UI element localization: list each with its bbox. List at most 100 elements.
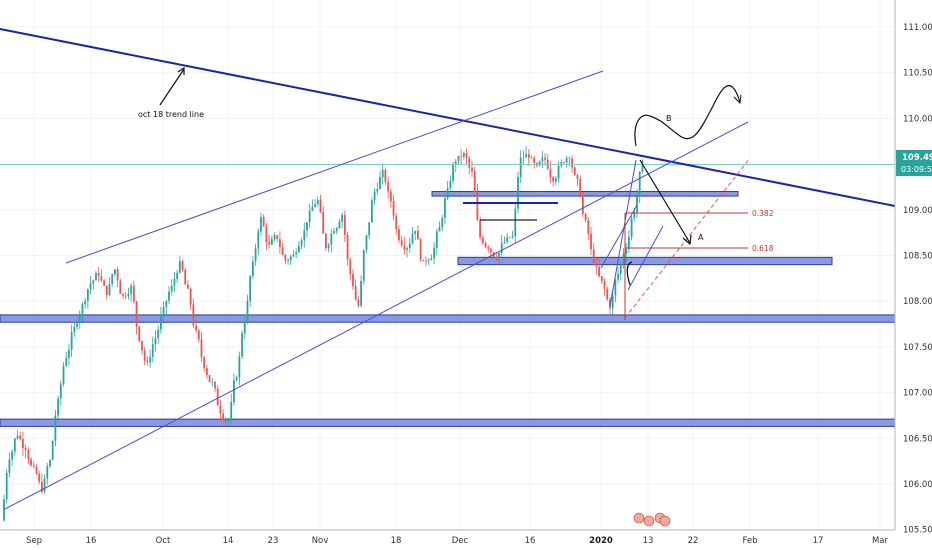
y-tick-label: 110.500 [903, 69, 932, 79]
candle-body [333, 231, 335, 234]
candle-body [446, 188, 449, 199]
candle-body [249, 276, 252, 301]
candle-body [362, 250, 365, 281]
annotation-a: A [698, 233, 704, 242]
candle-body [124, 295, 127, 297]
candle-body [484, 242, 487, 248]
candle-body [284, 254, 287, 261]
candle-body [268, 242, 271, 245]
candle-body [633, 212, 636, 218]
x-tick-label: Dec [452, 536, 469, 546]
impulse-line[interactable] [609, 159, 637, 307]
candle-body [59, 384, 62, 399]
candle-body [603, 281, 606, 289]
x-tick-label: 18 [391, 536, 402, 546]
y-tick-label: 111.000 [903, 23, 932, 33]
candle-body [103, 280, 105, 286]
candle-body [325, 233, 327, 249]
candle-body [49, 460, 51, 467]
candle-body [57, 398, 60, 416]
zone-support[interactable] [0, 314, 896, 323]
trend-line-oct-18[interactable] [0, 28, 896, 207]
candle-body [511, 236, 514, 238]
projected-path-b-head [733, 94, 742, 105]
candle-body [273, 235, 276, 240]
economic-events-flags[interactable] [633, 512, 671, 527]
y-tick-label: 108.500 [903, 252, 932, 262]
candle-body [571, 158, 573, 168]
candle-body [525, 154, 527, 158]
candle-body [8, 459, 11, 473]
candle-body [265, 226, 268, 243]
zone-support[interactable] [0, 418, 896, 427]
channel-upper-line[interactable] [65, 70, 604, 264]
candle-body [595, 263, 598, 267]
candle-body [327, 244, 330, 249]
candle-body [449, 180, 452, 189]
candle-body [141, 340, 143, 351]
candle-body [205, 368, 208, 376]
zone-support[interactable] [457, 256, 833, 266]
candle-body [508, 237, 511, 239]
zone-resistance[interactable] [431, 191, 739, 197]
candle-body [592, 249, 595, 264]
candle-body [322, 211, 325, 234]
candle-body [416, 230, 419, 240]
candle-body [95, 273, 97, 281]
candle-body [619, 264, 622, 274]
x-tick-label: Mar [872, 536, 889, 546]
candle-body [411, 233, 414, 244]
candle-body [406, 248, 408, 250]
candle-body [576, 174, 579, 179]
candle-body [549, 168, 552, 178]
candle-body [130, 285, 133, 294]
candle-countdown: 03:09:57 [901, 165, 932, 174]
candle-body [51, 440, 54, 461]
x-tick-label: 22 [688, 536, 699, 546]
candle-body [606, 288, 609, 300]
candle-body [365, 235, 368, 251]
candle-body [319, 199, 322, 212]
candle-body [473, 171, 476, 192]
candle-body [114, 269, 116, 275]
mini-channel-line[interactable] [600, 204, 638, 269]
candle-body [433, 247, 436, 259]
candle-body [46, 466, 49, 479]
channel-lower-line[interactable] [4, 121, 749, 510]
candle-body [400, 240, 403, 246]
candle-body [270, 239, 273, 245]
candle-body [352, 274, 354, 287]
candle-body [379, 177, 381, 189]
candle-body [581, 196, 584, 215]
fib-label-0382: 0.382 [752, 209, 774, 218]
candle-body [224, 419, 227, 421]
time-axis-labels[interactable]: Sep 16 Oct 14 23 Nov 18 Dec 16 2020 13 22 Feb 17 Mar [26, 536, 889, 546]
candle-body [435, 231, 438, 248]
candle-body [138, 326, 141, 341]
candle-body [311, 206, 314, 211]
candle-body [533, 157, 536, 164]
mini-channel-line[interactable] [627, 225, 664, 291]
candle-body [468, 158, 471, 168]
candle-body [414, 230, 417, 234]
candle-body [341, 215, 344, 222]
candle-body [35, 466, 38, 474]
y-tick-label: 106.500 [903, 434, 932, 444]
candle-body [622, 253, 625, 265]
candle-body [292, 254, 295, 257]
candle-body [427, 260, 430, 262]
candle-body [300, 240, 303, 246]
candle-body [178, 261, 181, 273]
candle-body [170, 285, 173, 292]
candle-body [230, 401, 233, 421]
candle-body [281, 247, 284, 255]
candle-body [157, 329, 160, 339]
candle-body [487, 247, 490, 249]
candle-body [630, 217, 633, 237]
x-tick-label: 16 [86, 536, 97, 546]
candle-body [86, 289, 89, 301]
candle-body [19, 435, 22, 440]
